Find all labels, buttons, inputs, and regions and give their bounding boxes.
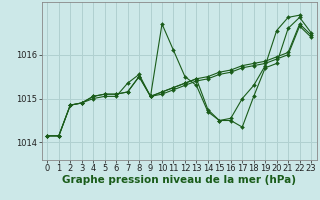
X-axis label: Graphe pression niveau de la mer (hPa): Graphe pression niveau de la mer (hPa) bbox=[62, 175, 296, 185]
